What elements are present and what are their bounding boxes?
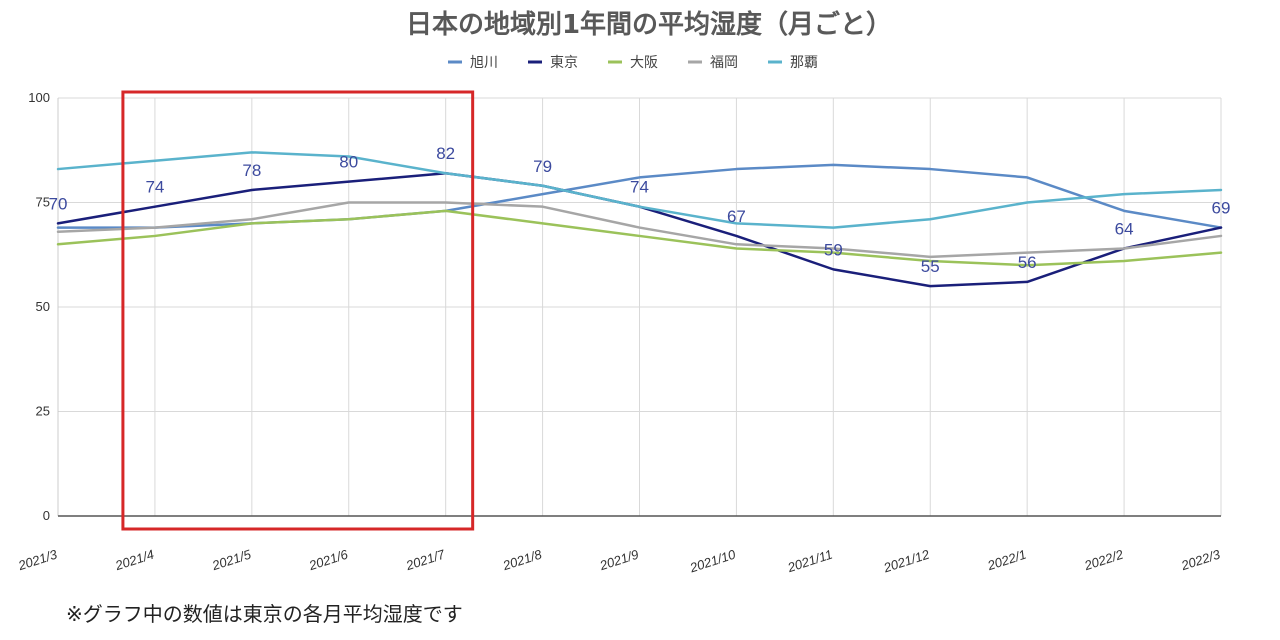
- x-tick-label: 2021/10: [687, 546, 738, 575]
- data-labels: 70 74 78 80 82 79 74 67 59 55 56 64 69: [49, 144, 1231, 276]
- data-label: 79: [533, 157, 552, 176]
- data-label: 70: [49, 194, 68, 213]
- data-label: 74: [145, 178, 164, 197]
- y-tick-label: 100: [28, 90, 50, 105]
- x-tick-label: 2021/11: [785, 547, 834, 576]
- data-label: 78: [242, 161, 261, 180]
- x-tick-label: 2021/4: [112, 547, 155, 574]
- legend-label: 旭川: [470, 55, 498, 71]
- x-tick-label: 2021/3: [16, 546, 60, 573]
- x-tick-label: 2021/5: [209, 546, 253, 573]
- series-line-那覇: [56, 151, 1223, 229]
- legend-label: 東京: [550, 55, 578, 71]
- highlight-rectangle: [121, 90, 475, 531]
- data-label: 82: [436, 144, 455, 163]
- highlight-box: [121, 90, 475, 531]
- x-tick-label: 2021/8: [500, 546, 544, 573]
- series-lines: [56, 151, 1223, 288]
- legend: 旭川 東京 大阪 福岡 那覇: [448, 55, 818, 71]
- series-line-大阪: [56, 209, 1223, 267]
- x-tick-label: 2022/2: [1082, 546, 1126, 573]
- y-tick-label: 0: [43, 508, 50, 523]
- x-tick-label: 2021/12: [881, 546, 932, 575]
- data-label: 55: [921, 257, 940, 276]
- x-tick-label: 2021/9: [597, 547, 640, 574]
- legend-label: 大阪: [630, 55, 658, 71]
- data-label: 64: [1115, 219, 1134, 238]
- data-label: 69: [1212, 199, 1231, 218]
- legend-label: 那覇: [790, 55, 818, 71]
- axes: 0 25 50 75 100 2021/3 2021/4 2021/5 2021/6 2021/7…: [16, 90, 1223, 576]
- y-tick-label: 25: [36, 404, 50, 419]
- data-label: 67: [727, 207, 746, 226]
- chart-title: 日本の地域別1年間の平均湿度（月ごと）: [406, 9, 892, 40]
- x-tick-label: 2022/3: [1179, 546, 1223, 573]
- series-line-福岡: [56, 201, 1223, 259]
- data-label: 74: [630, 178, 649, 197]
- data-label: 59: [824, 240, 843, 259]
- x-tick-label: 2021/6: [306, 546, 350, 573]
- data-label: 80: [339, 153, 358, 172]
- x-tick-label: 2021/7: [403, 546, 447, 573]
- footnote: ※グラフ中の数値は東京の各月平均湿度です: [66, 602, 463, 626]
- grid: [58, 97, 1222, 516]
- data-label: 56: [1018, 253, 1037, 272]
- legend-label: 福岡: [710, 55, 738, 71]
- y-tick-label: 50: [36, 299, 50, 314]
- x-tick-label: 2022/1: [985, 547, 1028, 574]
- y-tick-label: 75: [36, 195, 50, 210]
